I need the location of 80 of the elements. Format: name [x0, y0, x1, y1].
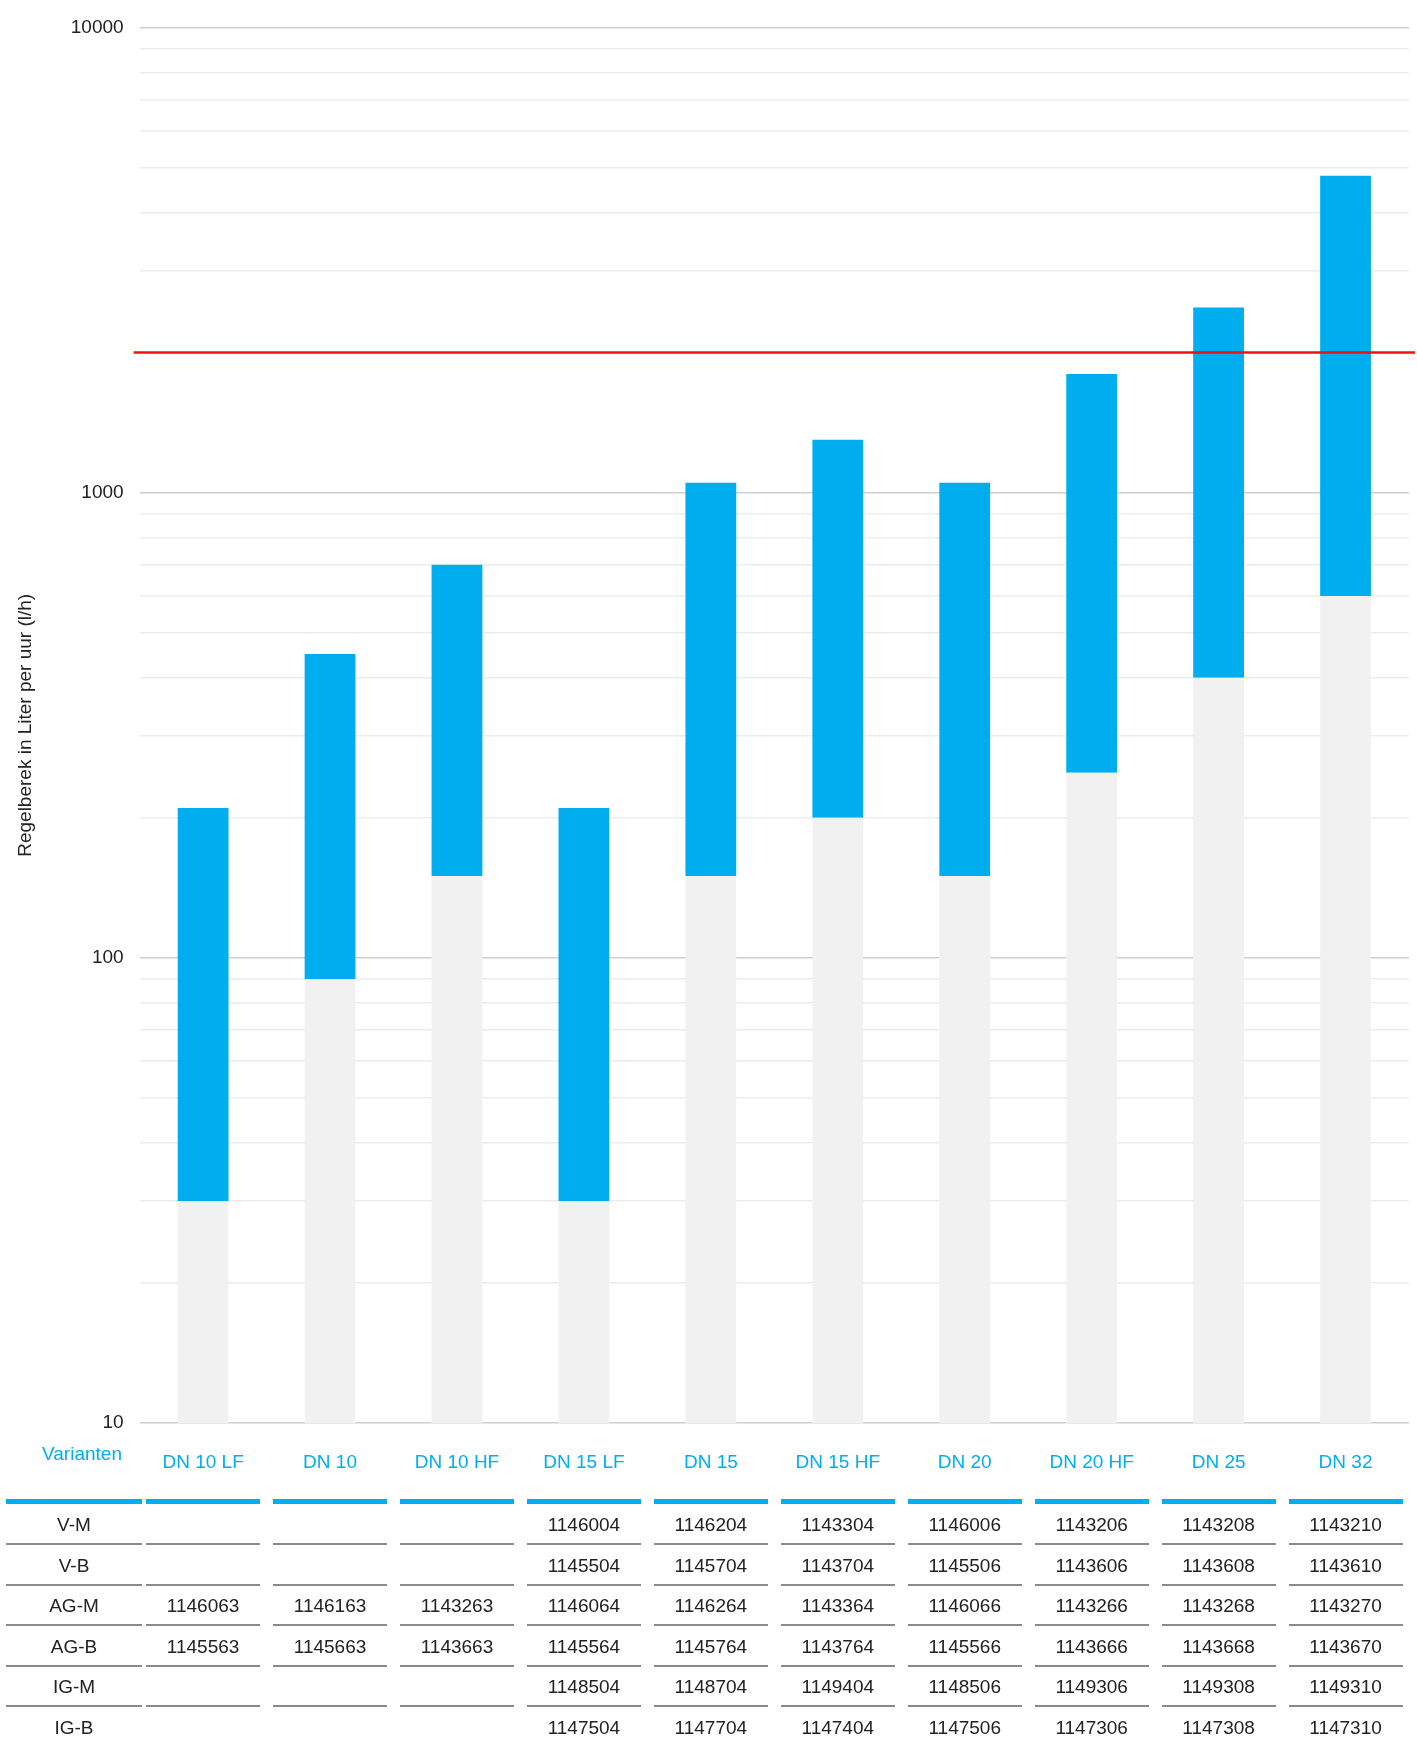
- text: 1146204: [673, 1513, 749, 1537]
- x-tick-label: DN 20 HF: [1049, 1450, 1134, 1472]
- bar: [812, 439, 864, 818]
- x-tick-label: DN 32: [1318, 1450, 1373, 1472]
- text: 1147704: [673, 1715, 749, 1739]
- text: 1143666: [1054, 1634, 1129, 1659]
- bar: [685, 482, 737, 876]
- text: 1146004: [546, 1513, 622, 1537]
- bar: [177, 808, 229, 1202]
- text: 1143704: [800, 1553, 876, 1578]
- text: 1146163: [292, 1594, 368, 1618]
- text: 1146006: [927, 1513, 1002, 1537]
- text: 1143610: [1308, 1553, 1383, 1578]
- text: 1143668: [1181, 1634, 1256, 1659]
- text: 1145764: [673, 1634, 749, 1659]
- text: AG-M: [48, 1594, 100, 1618]
- text: 1146064: [546, 1594, 622, 1618]
- text: IG-B: [53, 1715, 95, 1739]
- x-tick-label: DN 15 HF: [795, 1450, 881, 1472]
- y-axis-title: Regelberek in Liter per uur (l/h): [13, 593, 35, 857]
- bar: [558, 808, 610, 1202]
- text: 1143663: [419, 1634, 495, 1659]
- text: 1149308: [1181, 1675, 1256, 1699]
- text: 1143206: [1054, 1513, 1129, 1537]
- bar: [1320, 175, 1371, 596]
- text: IG-M: [51, 1675, 97, 1699]
- text: 1143764: [800, 1634, 876, 1659]
- text: 1146264: [673, 1594, 749, 1618]
- y-tick-label: 10: [102, 1411, 124, 1433]
- text: 1147310: [1308, 1715, 1383, 1739]
- bar: [431, 564, 483, 876]
- text: 1147404: [800, 1715, 876, 1739]
- text: 1149310: [1308, 1675, 1383, 1699]
- y-tick-label: 1000: [81, 480, 124, 502]
- x-tick-label: DN 10: [303, 1450, 357, 1472]
- text: 1143268: [1181, 1594, 1256, 1618]
- text: 1145566: [927, 1634, 1002, 1659]
- text: 1143270: [1308, 1594, 1383, 1618]
- x-tick-label: DN 15: [683, 1450, 738, 1472]
- text: AG-B: [49, 1634, 99, 1659]
- text: 1147306: [1054, 1715, 1129, 1739]
- x-tick-label: DN 15 LF: [543, 1450, 625, 1472]
- bar: [1193, 307, 1244, 678]
- text: 1143304: [800, 1513, 876, 1537]
- text: 1145663: [292, 1634, 368, 1659]
- text: 1149404: [800, 1675, 876, 1699]
- x-tick-label: DN 20: [937, 1450, 992, 1472]
- text: Varianten: [41, 1443, 123, 1466]
- text: 1147504: [546, 1715, 622, 1739]
- text: 1146066: [927, 1594, 1002, 1618]
- text: 1143263: [419, 1594, 495, 1618]
- text: V-B: [57, 1553, 91, 1578]
- text: 1143670: [1308, 1634, 1383, 1659]
- x-tick-label: DN 25: [1191, 1450, 1246, 1472]
- bar: [304, 654, 356, 980]
- text: 1143606: [1054, 1553, 1129, 1578]
- bar: [1066, 373, 1118, 773]
- bar: [939, 482, 991, 876]
- text: 1143210: [1308, 1513, 1383, 1537]
- text: 1145504: [546, 1553, 622, 1578]
- text: 1146063: [165, 1594, 241, 1618]
- y-tick-label: 10000: [70, 15, 124, 37]
- x-tick-label: DN 10 HF: [414, 1450, 500, 1472]
- text: 1143208: [1181, 1513, 1256, 1537]
- text: 1147308: [1181, 1715, 1256, 1739]
- text: 1143364: [800, 1594, 876, 1618]
- text: 1145564: [546, 1634, 622, 1659]
- text: 1148504: [546, 1675, 622, 1699]
- text: 1148506: [927, 1675, 1002, 1699]
- y-tick-label: 100: [91, 946, 124, 968]
- text: 1143608: [1181, 1553, 1256, 1578]
- text: 1147506: [927, 1715, 1002, 1739]
- text: 1143266: [1054, 1594, 1129, 1618]
- text: 1148704: [673, 1675, 749, 1699]
- x-tick-label: DN 10 LF: [162, 1450, 244, 1472]
- text: V-M: [56, 1513, 92, 1537]
- text: 1145704: [673, 1553, 749, 1578]
- text: 1145506: [927, 1553, 1002, 1578]
- text: 1145563: [165, 1634, 241, 1659]
- text: 1149306: [1054, 1675, 1129, 1699]
